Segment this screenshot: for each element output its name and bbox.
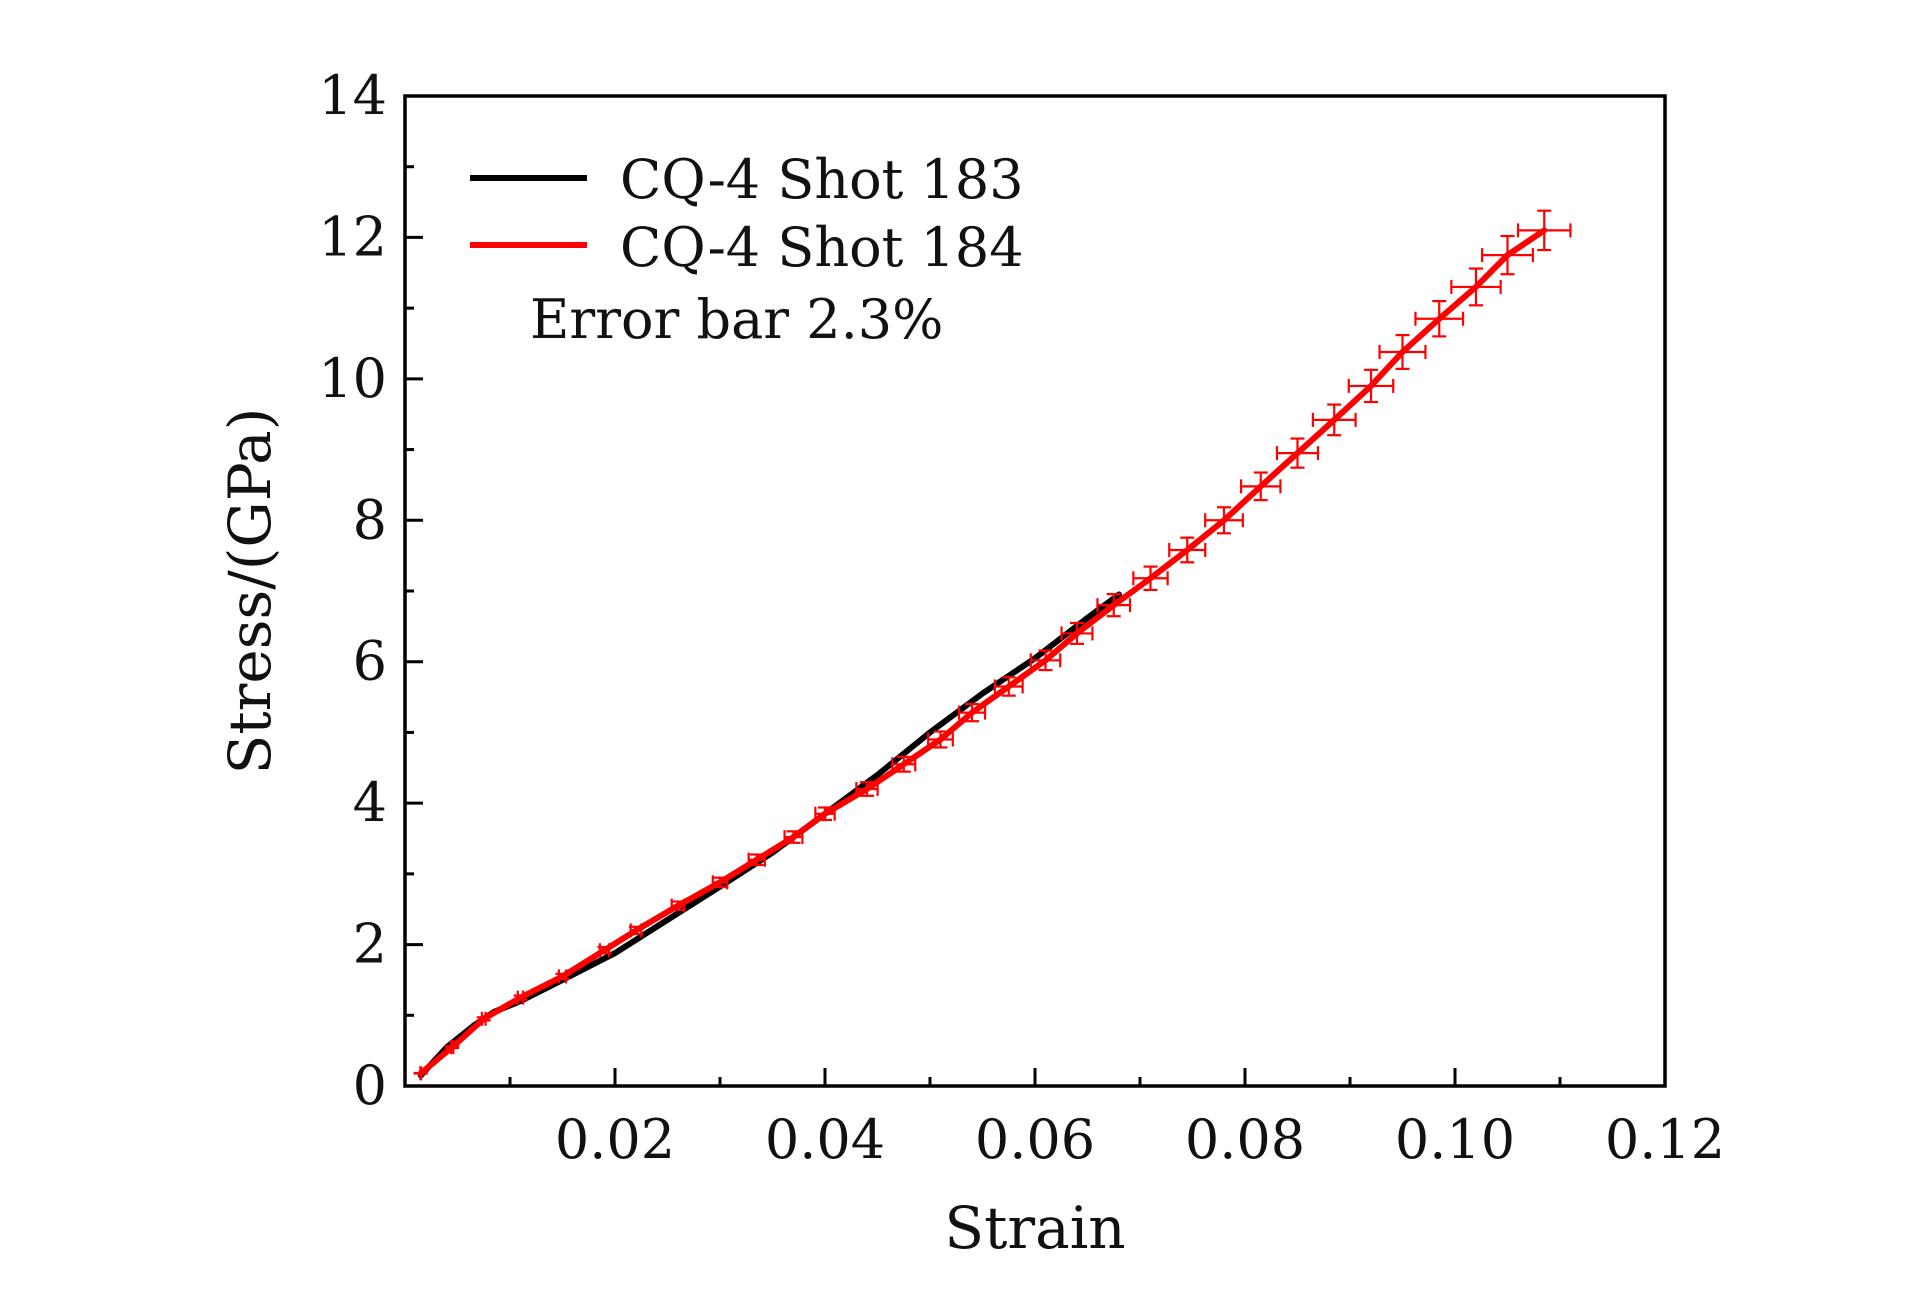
error-bar: [555, 969, 570, 984]
y-tick-label: 12: [318, 205, 387, 268]
error-bar: [413, 1066, 428, 1081]
series-layer: [413, 209, 1572, 1081]
error-bar: [513, 990, 528, 1005]
error-bar: [1347, 368, 1395, 404]
error-bar: [783, 830, 804, 845]
error-bar: [597, 943, 612, 958]
x-tick-label: 0.04: [765, 1108, 885, 1171]
error-bar: [670, 898, 686, 913]
error-bar-annotation: Error bar 2.3%: [530, 288, 943, 351]
plot-frame: [403, 94, 1667, 1088]
series-line-2: [417, 227, 1548, 1077]
error-bar: [1378, 334, 1427, 370]
y-tick-label: 4: [353, 771, 387, 834]
error-bar: [1029, 649, 1062, 672]
error-bar: [1414, 300, 1465, 338]
y-tick-label: 8: [353, 488, 387, 551]
error-bar: [1311, 403, 1357, 437]
x-tick-label: 0.08: [1185, 1108, 1305, 1171]
y-axis-title: Stress/(GPa): [216, 408, 284, 775]
error-bar: [993, 676, 1024, 697]
x-axis-ticks: 0.02 0.04 0.06 0.08 0.10 0.12: [508, 1068, 1725, 1171]
x-tick-label: 0.10: [1395, 1108, 1515, 1171]
x-axis-title: Strain: [944, 1194, 1125, 1262]
error-bar: [957, 702, 987, 723]
error-bar: [476, 1011, 491, 1026]
error-bar: [445, 1040, 460, 1055]
y-tick-label: 10: [318, 347, 387, 410]
y-axis-ticks: 0 2 4 6 8 10 12 14: [318, 64, 423, 1117]
error-bar: [1204, 506, 1244, 535]
y-tick-label: 6: [353, 630, 387, 693]
x-tick-label: 0.12: [1605, 1108, 1725, 1171]
error-bar: [891, 755, 917, 773]
error-bar: [1481, 234, 1534, 276]
error-bar: [814, 806, 836, 822]
y-tick-label: 14: [318, 64, 387, 127]
error-bar: [629, 923, 643, 938]
error-bar: [1450, 267, 1502, 307]
error-bar: [747, 852, 766, 867]
error-bar: [855, 781, 879, 797]
error-bar: [711, 875, 729, 890]
legend-label-shot-184: CQ-4 Shot 184: [620, 216, 1024, 279]
y-tick-label: 2: [353, 913, 387, 976]
x-tick-label: 0.02: [555, 1108, 675, 1171]
error-bar: [1275, 437, 1320, 469]
error-bar: [1239, 471, 1282, 502]
error-bar: [1516, 209, 1572, 252]
error-bar: [1060, 621, 1094, 645]
series-line-1: [417, 591, 1122, 1079]
legend: CQ-4 Shot 183 CQ-4 Shot 184 Error bar 2.…: [470, 148, 1024, 351]
error-bar: [1168, 536, 1207, 564]
error-bar: [1132, 565, 1169, 592]
error-bar: [1096, 592, 1132, 618]
x-tick-label: 0.06: [975, 1108, 1095, 1171]
y-tick-label: 0: [353, 1054, 387, 1117]
legend-label-shot-183: CQ-4 Shot 183: [620, 148, 1024, 211]
error-bar: [927, 730, 954, 749]
